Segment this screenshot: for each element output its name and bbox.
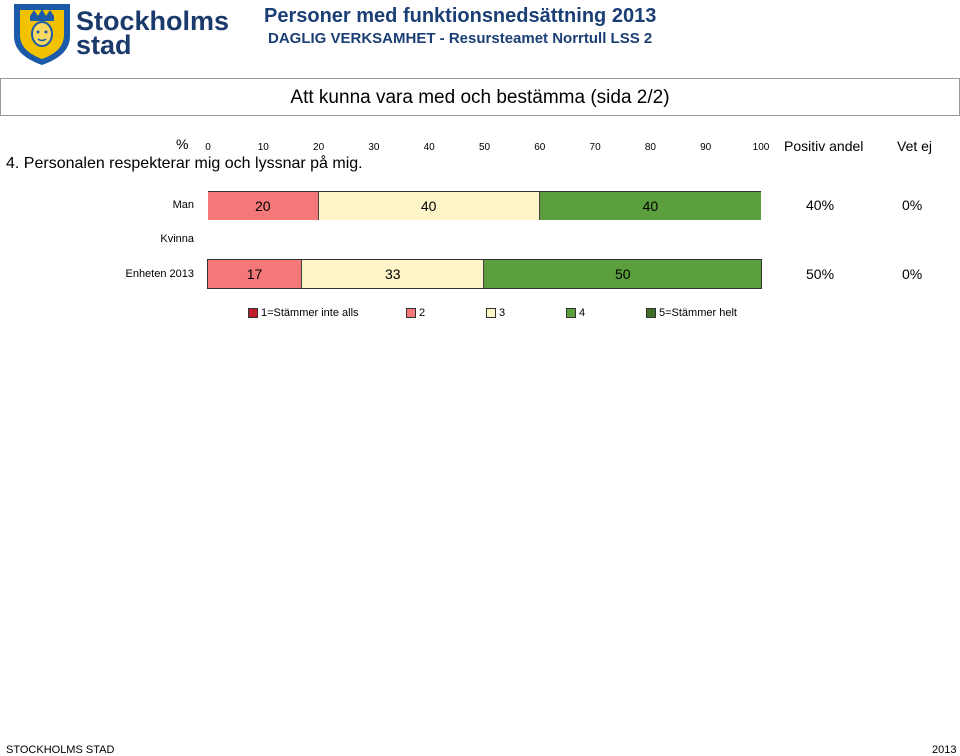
x-tick-label: 100 bbox=[752, 142, 770, 153]
bar-segment: 20 bbox=[208, 192, 319, 220]
footer-year: 2013 bbox=[932, 744, 957, 756]
legend-item: 5=Stämmer helt bbox=[646, 307, 737, 319]
bar-segment-label: 20 bbox=[255, 198, 271, 214]
dont-know-value: 0% bbox=[902, 266, 923, 282]
logo-text-line1: Stockholms bbox=[76, 6, 230, 36]
x-tick-label: 30 bbox=[368, 142, 380, 153]
legend-item: 1=Stämmer inte alls bbox=[248, 307, 359, 319]
bar-segment: 50 bbox=[484, 260, 761, 288]
stacked-bar: 20 40 40 bbox=[208, 191, 761, 220]
legend-swatch bbox=[486, 308, 496, 318]
x-tick-label: 80 bbox=[644, 142, 656, 153]
bar-segment-label: 40 bbox=[420, 198, 437, 214]
bar-segment: 17 bbox=[208, 260, 302, 288]
x-tick-label: 50 bbox=[478, 142, 491, 153]
page-subtitle: DAGLIG VERKSAMHET - Resursteamet Norrtul… bbox=[268, 30, 653, 47]
stacked-bar: 17 33 50 bbox=[207, 259, 762, 289]
crest-icon bbox=[14, 4, 70, 65]
legend-item: 2 bbox=[406, 307, 425, 319]
dont-know-value: 0% bbox=[902, 197, 923, 213]
positive-share-value: 40% bbox=[806, 197, 835, 213]
x-tick-label: 0 bbox=[205, 142, 211, 153]
bar-segment-label: 50 bbox=[614, 266, 631, 282]
positive-share-value: 50% bbox=[806, 266, 835, 282]
x-tick-label: 10 bbox=[257, 142, 269, 153]
legend-label: 2 bbox=[419, 307, 426, 319]
x-tick-label: 40 bbox=[423, 142, 435, 153]
bar-segment: 40 bbox=[318, 192, 540, 220]
x-tick-label: 70 bbox=[589, 142, 601, 153]
bar-segment: 40 bbox=[539, 192, 761, 220]
percent-axis-label: % bbox=[176, 136, 189, 152]
bar-segment: 33 bbox=[302, 260, 485, 288]
bar-segment-label: 33 bbox=[384, 266, 401, 282]
legend-swatch bbox=[646, 308, 656, 318]
row-label: Enheten 2013 bbox=[125, 268, 194, 280]
legend-label: 3 bbox=[499, 307, 506, 319]
question-text: 4. Personalen respekterar mig och lyssna… bbox=[6, 155, 363, 172]
legend-item: 4 bbox=[566, 307, 585, 319]
column-header-positive: Positiv andel bbox=[784, 138, 864, 154]
bar-segment-label: 17 bbox=[246, 266, 263, 282]
row-label: Kvinna bbox=[160, 233, 194, 245]
legend-swatch bbox=[566, 308, 576, 318]
legend-label: 5=Stämmer helt bbox=[659, 307, 737, 319]
footer-organization: STOCKHOLMS STAD bbox=[6, 744, 115, 756]
column-header-dont-know: Vet ej bbox=[897, 138, 933, 154]
legend-label: 1=Stämmer inte alls bbox=[261, 307, 359, 319]
legend-item: 3 bbox=[486, 307, 505, 319]
x-tick-label: 90 bbox=[700, 142, 712, 153]
section-header: Att kunna vara med och bestämma (sida 2/… bbox=[0, 78, 960, 116]
legend-swatch bbox=[406, 308, 416, 318]
x-tick-label: 20 bbox=[313, 142, 325, 153]
logo-text-line2: stad bbox=[76, 30, 132, 60]
bar-segment-label: 40 bbox=[642, 198, 659, 214]
row-label: Man bbox=[172, 199, 194, 211]
x-tick-label: 60 bbox=[534, 142, 546, 153]
legend-label: 4 bbox=[579, 307, 586, 319]
page-title: Personer med funktionsnedsättning 2013 bbox=[264, 5, 657, 27]
section-title: Att kunna vara med och bestämma (sida 2/… bbox=[290, 87, 670, 108]
legend-swatch bbox=[248, 308, 258, 318]
